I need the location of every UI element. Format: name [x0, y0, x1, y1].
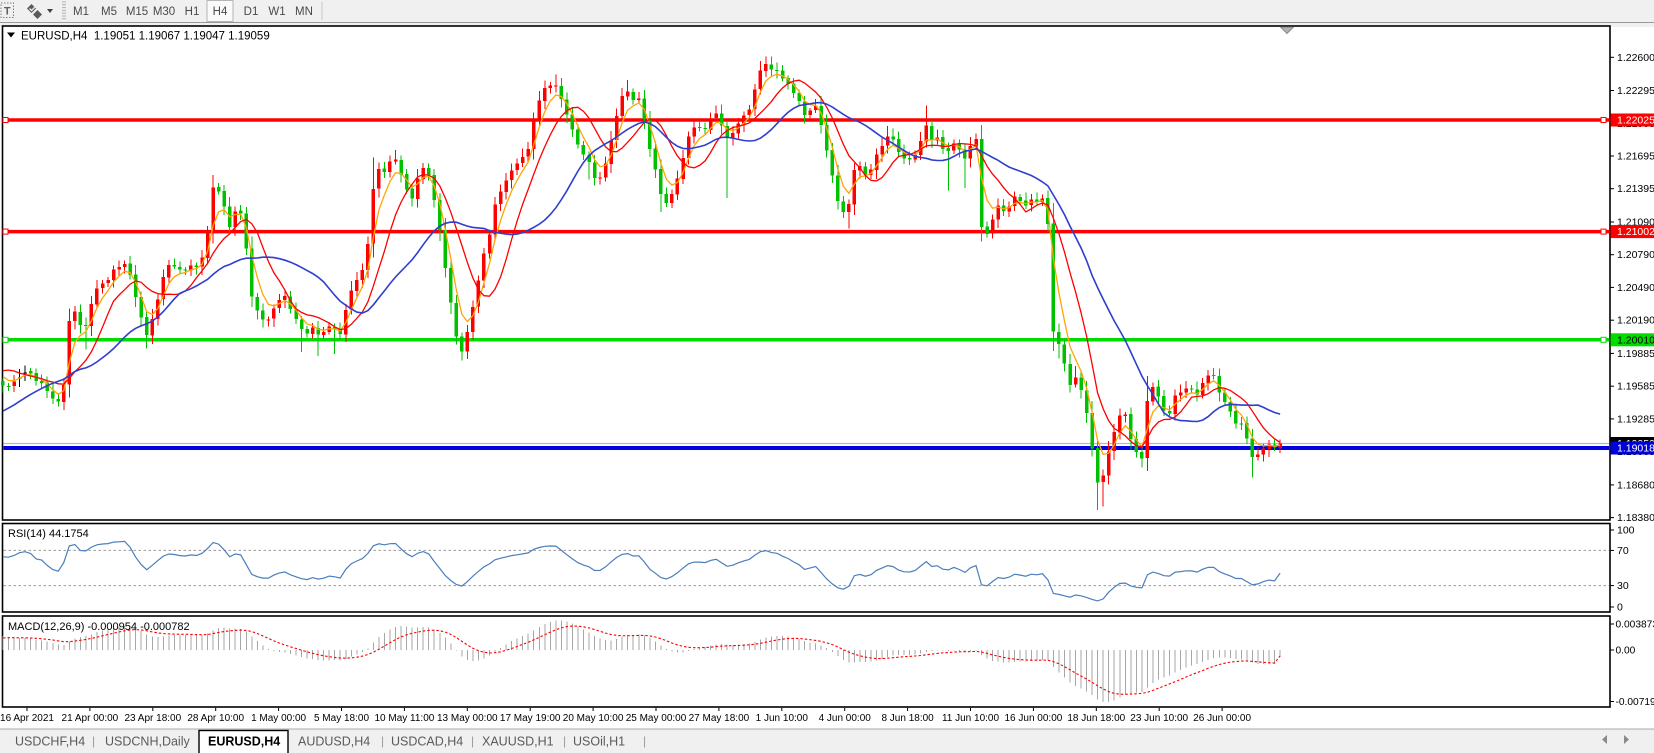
svg-text:H1: H1: [185, 6, 200, 18]
svg-text:25 May 00:00: 25 May 00:00: [626, 713, 687, 724]
svg-text:1.20010: 1.20010: [1617, 334, 1654, 346]
svg-text:|: |: [563, 734, 566, 748]
svg-text:18 Jun 18:00: 18 Jun 18:00: [1067, 713, 1125, 724]
svg-text:RSI(14) 44.1754: RSI(14) 44.1754: [8, 528, 89, 540]
svg-text:USDCAD,H4: USDCAD,H4: [391, 735, 463, 749]
svg-text:M5: M5: [101, 6, 117, 18]
svg-text:1.21395: 1.21395: [1617, 183, 1654, 195]
svg-text:26 Jun 00:00: 26 Jun 00:00: [1193, 713, 1251, 724]
svg-text:0.00: 0.00: [1616, 646, 1636, 657]
svg-text:1.22025: 1.22025: [1617, 115, 1654, 127]
svg-text:16 Apr 2021: 16 Apr 2021: [0, 713, 54, 724]
svg-text:1.22295: 1.22295: [1617, 85, 1654, 97]
svg-text:-0.007195: -0.007195: [1616, 697, 1654, 708]
svg-text:23 Jun 10:00: 23 Jun 10:00: [1130, 713, 1188, 724]
svg-text:M15: M15: [126, 6, 148, 18]
svg-text:21 Apr 00:00: 21 Apr 00:00: [62, 713, 119, 724]
svg-text:M1: M1: [73, 6, 89, 18]
svg-text:|: |: [381, 734, 384, 748]
svg-text:100: 100: [1617, 525, 1635, 537]
svg-text:EURUSD,H4: EURUSD,H4: [208, 735, 280, 749]
svg-text:1.19585: 1.19585: [1617, 381, 1654, 393]
svg-text:0.003873: 0.003873: [1616, 620, 1654, 631]
svg-text:H4: H4: [213, 6, 228, 18]
svg-text:5 May 18:00: 5 May 18:00: [314, 713, 369, 724]
svg-text:1.21002: 1.21002: [1617, 226, 1654, 238]
svg-text:70: 70: [1617, 545, 1629, 557]
svg-text:D1: D1: [244, 6, 259, 18]
svg-text:1.18680: 1.18680: [1617, 479, 1654, 491]
svg-text:1.19285: 1.19285: [1617, 413, 1654, 425]
svg-text:|: |: [471, 734, 474, 748]
svg-text:8 Jun 18:00: 8 Jun 18:00: [881, 713, 934, 724]
svg-text:30: 30: [1617, 580, 1629, 592]
svg-text:W1: W1: [268, 6, 285, 18]
svg-text:MN: MN: [295, 6, 313, 18]
svg-text:USDCHF,H4: USDCHF,H4: [15, 735, 85, 749]
svg-text:1 Jun 10:00: 1 Jun 10:00: [756, 713, 809, 724]
svg-text:1.20190: 1.20190: [1617, 315, 1654, 327]
svg-text:1.19018: 1.19018: [1617, 443, 1654, 455]
svg-text:1.22600: 1.22600: [1617, 52, 1654, 64]
svg-text:M30: M30: [153, 6, 175, 18]
svg-text:XAUUSD,H1: XAUUSD,H1: [482, 735, 554, 749]
svg-text:10 May 11:00: 10 May 11:00: [374, 713, 434, 724]
svg-text:16 Jun 00:00: 16 Jun 00:00: [1004, 713, 1062, 724]
svg-text:USDCNH,Daily: USDCNH,Daily: [105, 735, 190, 749]
svg-text:1 May 00:00: 1 May 00:00: [251, 713, 306, 724]
svg-text:USOil,H1: USOil,H1: [573, 735, 625, 749]
svg-text:|: |: [643, 734, 646, 748]
svg-text:0: 0: [1617, 602, 1623, 614]
svg-text:27 May 18:00: 27 May 18:00: [689, 713, 750, 724]
svg-text:1.20490: 1.20490: [1617, 282, 1654, 294]
svg-text:13 May 00:00: 13 May 00:00: [437, 713, 498, 724]
svg-text:T: T: [4, 6, 11, 18]
svg-text:MACD(12,26,9) -0.000954 -0.000: MACD(12,26,9) -0.000954 -0.000782: [8, 621, 190, 633]
svg-text:28 Apr 10:00: 28 Apr 10:00: [187, 713, 244, 724]
svg-text:1.21695: 1.21695: [1617, 151, 1654, 163]
svg-text:1.18380: 1.18380: [1617, 512, 1654, 524]
svg-text:1.19885: 1.19885: [1617, 348, 1654, 360]
svg-text:4 Jun 00:00: 4 Jun 00:00: [819, 713, 872, 724]
svg-text:|: |: [92, 734, 95, 748]
svg-text:EURUSD,H4 1.19051 1.19067 1.1: EURUSD,H4 1.19051 1.19067 1.19047 1.1905…: [21, 31, 270, 43]
svg-text:1.20790: 1.20790: [1617, 249, 1654, 261]
svg-text:20 May 10:00: 20 May 10:00: [563, 713, 624, 724]
svg-text:23 Apr 18:00: 23 Apr 18:00: [124, 713, 181, 724]
svg-text:AUDUSD,H4: AUDUSD,H4: [298, 735, 370, 749]
svg-text:11 Jun 10:00: 11 Jun 10:00: [942, 713, 1000, 724]
svg-text:17 May 19:00: 17 May 19:00: [500, 713, 561, 724]
